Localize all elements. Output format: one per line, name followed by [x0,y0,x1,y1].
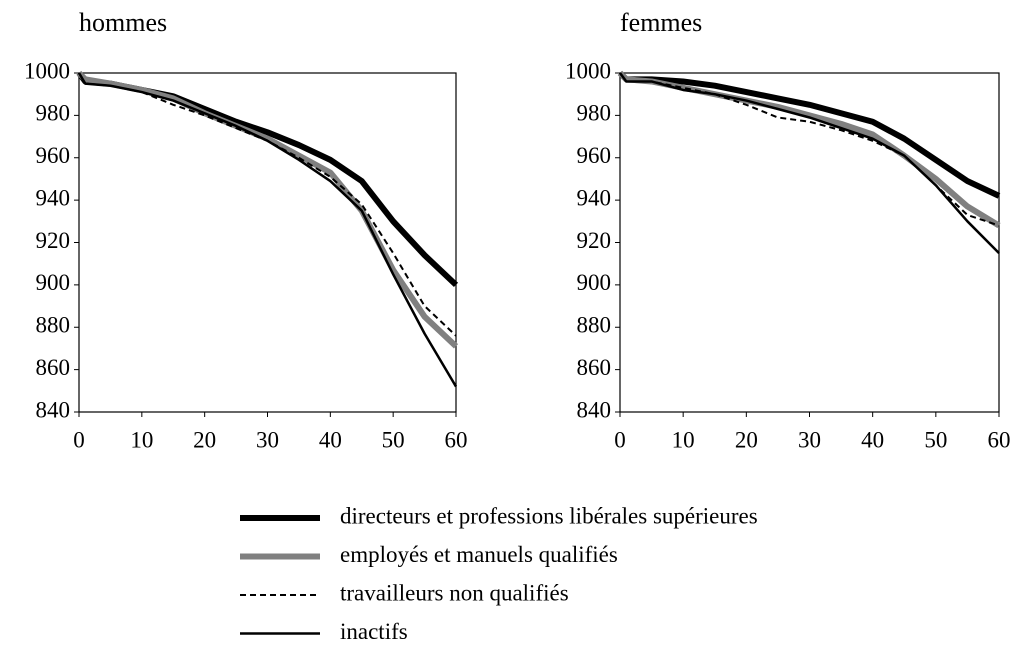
x-tick-label: 40 [319,427,342,452]
y-tick-label: 860 [36,355,71,380]
legend-label: inactifs [340,619,408,644]
y-tick-label: 940 [577,185,612,210]
chart-title: femmes [620,8,702,37]
plot-frame [78,72,457,413]
legend-label: employés et manuels qualifiés [340,542,618,567]
y-tick-label: 840 [36,397,71,422]
y-tick-label: 880 [36,313,71,338]
y-tick-label: 840 [577,397,612,422]
x-tick-label: 0 [614,427,626,452]
series-line [76,71,459,288]
y-tick-label: 980 [577,101,612,126]
y-tick-label: 940 [36,185,71,210]
series-line [617,70,1001,199]
x-tick-label: 10 [672,427,695,452]
x-tick-label: 20 [735,427,758,452]
x-tick-label: 60 [445,427,468,452]
series-line [78,72,457,337]
x-tick-label: 20 [193,427,216,452]
y-tick-label: 880 [577,313,612,338]
x-tick-label: 40 [861,427,884,452]
x-tick-label: 30 [256,427,279,452]
y-tick-label: 960 [36,143,71,168]
x-tick-label: 50 [924,427,947,452]
legend-label: travailleurs non qualifiés [340,580,569,605]
y-tick-label: 960 [577,143,612,168]
chart-title: hommes [79,8,167,37]
x-tick-label: 60 [988,427,1011,452]
series-line [617,70,1001,229]
x-tick-label: 30 [798,427,821,452]
x-tick-label: 50 [382,427,405,452]
y-tick-label: 1000 [565,58,611,83]
y-tick-label: 1000 [24,58,70,83]
y-tick-label: 860 [577,355,612,380]
y-tick-label: 900 [577,270,612,295]
x-tick-label: 0 [73,427,85,452]
series-line [77,72,458,388]
x-tick-label: 10 [130,427,153,452]
plot-frame [619,72,1000,413]
series-line [76,70,459,349]
y-tick-label: 900 [36,270,71,295]
y-tick-label: 920 [577,228,612,253]
series-line [618,72,1000,254]
legend-label: directeurs et professions libérales supé… [340,503,758,528]
series-line [619,72,1000,227]
y-tick-label: 980 [36,101,71,126]
y-tick-label: 920 [36,228,71,253]
